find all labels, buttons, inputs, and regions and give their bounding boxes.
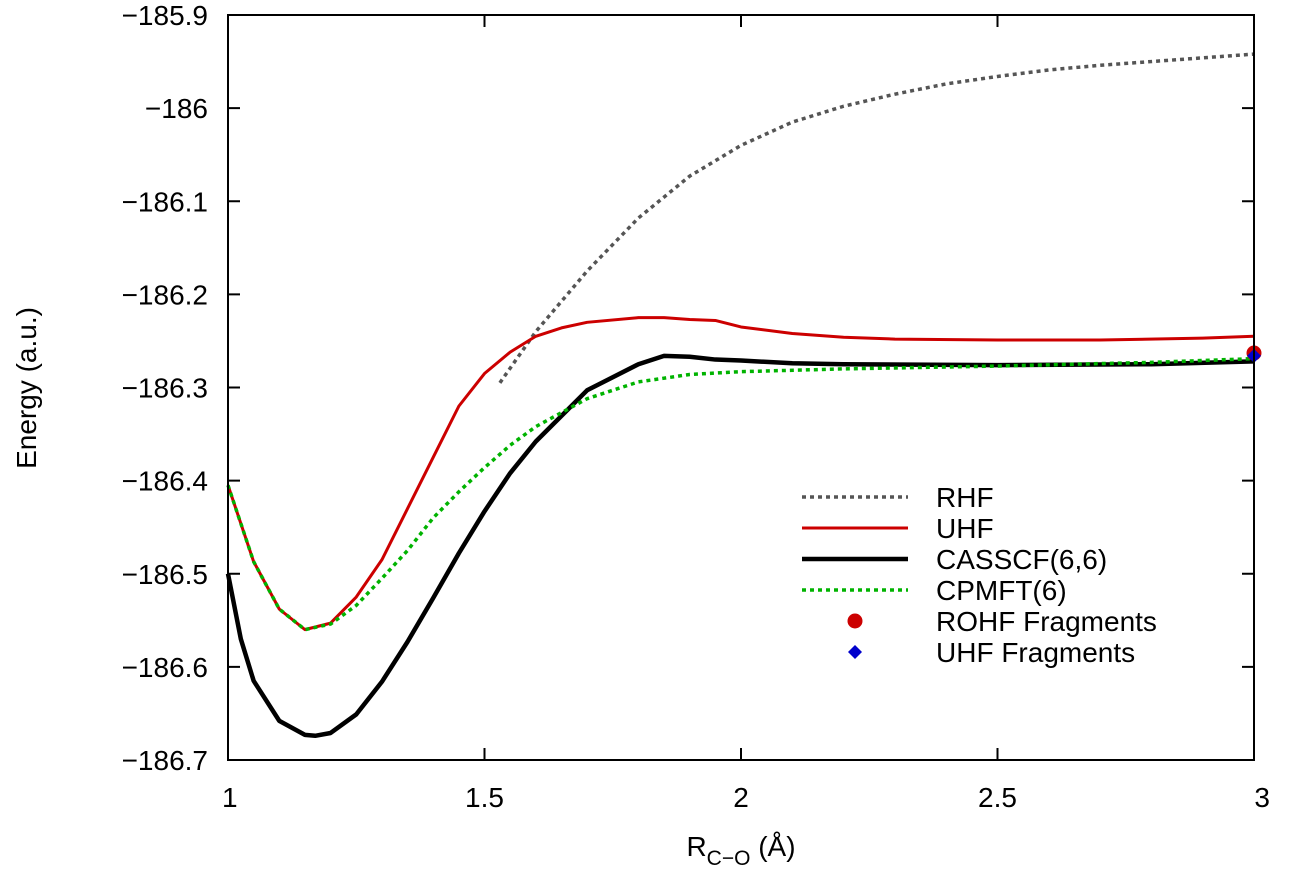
legend-marker-rohf-fragments: [847, 613, 863, 629]
legend-label-uhf-fragments: UHF Fragments: [936, 637, 1135, 668]
y-tick-label: −186: [145, 93, 208, 124]
x-tick-label: 1: [222, 782, 238, 813]
y-tick-label: −186.1: [122, 186, 208, 217]
legend-marker-uhf-fragments: [848, 645, 862, 659]
series-line-cpmft-6: [226, 356, 1255, 632]
x-tick-label: 2: [733, 782, 749, 813]
x-axis-title-sub: C−O: [707, 847, 751, 870]
x-axis-title-main: R: [686, 831, 706, 862]
x-tick-label: 1.5: [465, 782, 504, 813]
x-axis-title-unit: (Å): [750, 831, 795, 862]
x-tick-label: 3: [1254, 782, 1270, 813]
y-tick-label: −185.9: [122, 0, 208, 31]
x-tick-label: 2.5: [978, 782, 1017, 813]
legend-label-uhf: UHF: [936, 513, 994, 544]
legend-label-casscf-6-6: CASSCF(6,6): [936, 544, 1107, 575]
legend-label-cpmft-6: CPMFT(6): [936, 575, 1067, 606]
series-line-uhf: [226, 316, 1255, 632]
y-tick-label: −186.4: [122, 466, 208, 497]
y-tick-label: −186.5: [122, 559, 208, 590]
series-line-casscf-6-6: [225, 353, 1255, 739]
y-tick-label: −186.7: [122, 745, 208, 776]
series-line-rhf: [498, 52, 1255, 384]
axis-ticks: [227, 14, 1255, 761]
legend-label-rhf: RHF: [936, 482, 994, 513]
y-axis-title: Energy (a.u.): [11, 307, 42, 469]
y-tick-label: −186.6: [122, 652, 208, 683]
legend-label-rohf-fragments: ROHF Fragments: [936, 606, 1157, 637]
y-tick-label: −186.3: [122, 373, 208, 404]
y-tick-label: −186.2: [122, 279, 208, 310]
x-axis-title: RC−O (Å): [686, 831, 795, 870]
plot-lines: [225, 52, 1255, 739]
axis-tick-labels: 1 1.5 2 2.5 3 −185.9 −186 −186.1 −186.2 −186.3 −18…: [122, 0, 1270, 813]
